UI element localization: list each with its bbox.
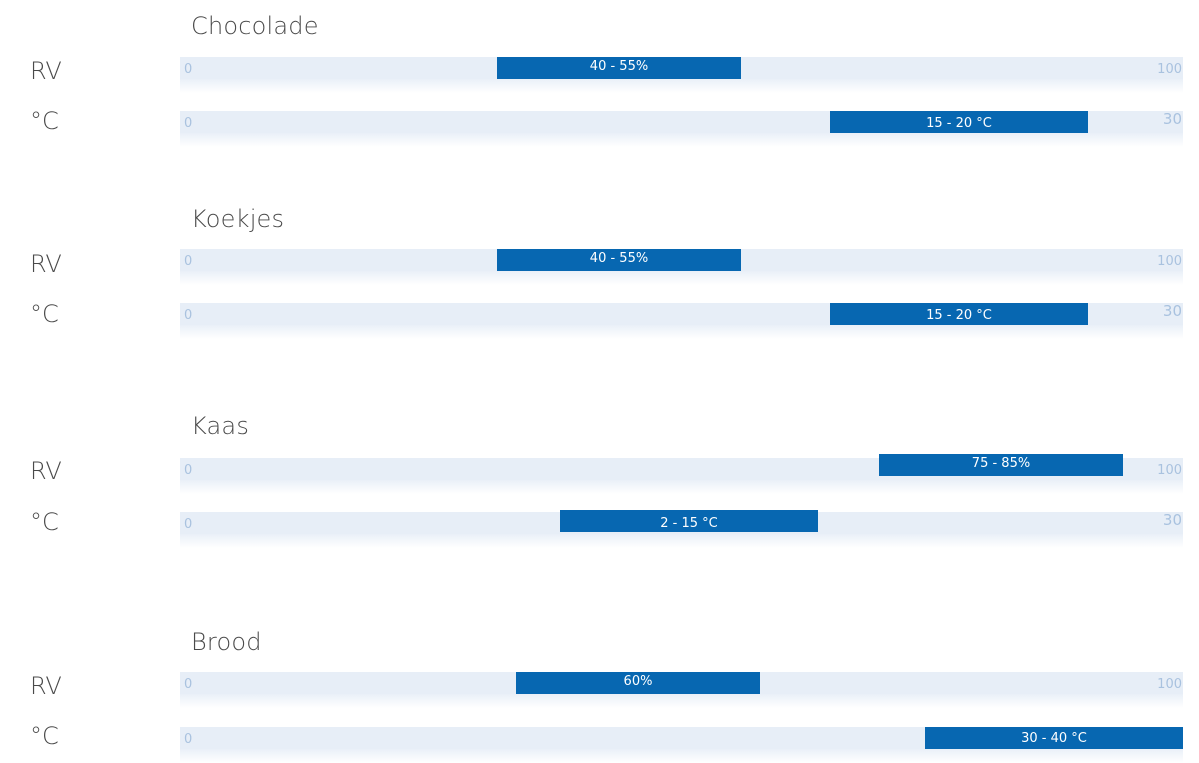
axis-max-label: 100 — [1157, 677, 1182, 692]
row-label-temp: °C — [30, 300, 59, 328]
axis-max-label: 30 — [1162, 511, 1182, 529]
group-title-kaas: Kaas — [191, 412, 250, 440]
axis-max-label: 30 — [1162, 302, 1182, 320]
axis-min-label: 0 — [184, 254, 193, 269]
range-bar-rv: 60% — [516, 672, 760, 694]
row-label-temp: °C — [30, 722, 59, 750]
axis-max-label: 100 — [1157, 62, 1182, 77]
range-bar-temp: 15 - 20 °C — [830, 111, 1088, 133]
row-label-rv: RV — [30, 672, 62, 700]
axis-min-label: 0 — [184, 62, 193, 77]
group-title-brood: Brood — [191, 628, 262, 656]
range-bar-temp: 15 - 20 °C — [830, 303, 1088, 325]
axis-max-label: 100 — [1157, 254, 1182, 269]
row-label-temp: °C — [30, 107, 59, 135]
range-bar-rv: 40 - 55% — [497, 249, 741, 271]
range-bar-temp: 30 - 40 °C — [925, 727, 1183, 749]
group-title-koekjes: Koekjes — [191, 205, 285, 233]
axis-max-label: 30 — [1162, 110, 1182, 128]
axis-min-label: 0 — [184, 732, 193, 747]
group-title-chocolade: Chocolade — [191, 12, 319, 40]
row-label-rv: RV — [30, 57, 62, 85]
axis-max-label: 100 — [1157, 463, 1182, 478]
axis-min-label: 0 — [184, 517, 193, 532]
range-bar-temp: 2 - 15 °C — [560, 510, 818, 532]
range-bar-rv: 40 - 55% — [497, 57, 741, 79]
axis-min-label: 0 — [184, 308, 193, 323]
axis-min-label: 0 — [184, 116, 193, 131]
row-label-rv: RV — [30, 250, 62, 278]
axis-min-label: 0 — [184, 463, 193, 478]
row-label-temp: °C — [30, 508, 59, 536]
range-bar-rv: 75 - 85% — [879, 454, 1123, 476]
row-label-rv: RV — [30, 457, 62, 485]
axis-min-label: 0 — [184, 677, 193, 692]
